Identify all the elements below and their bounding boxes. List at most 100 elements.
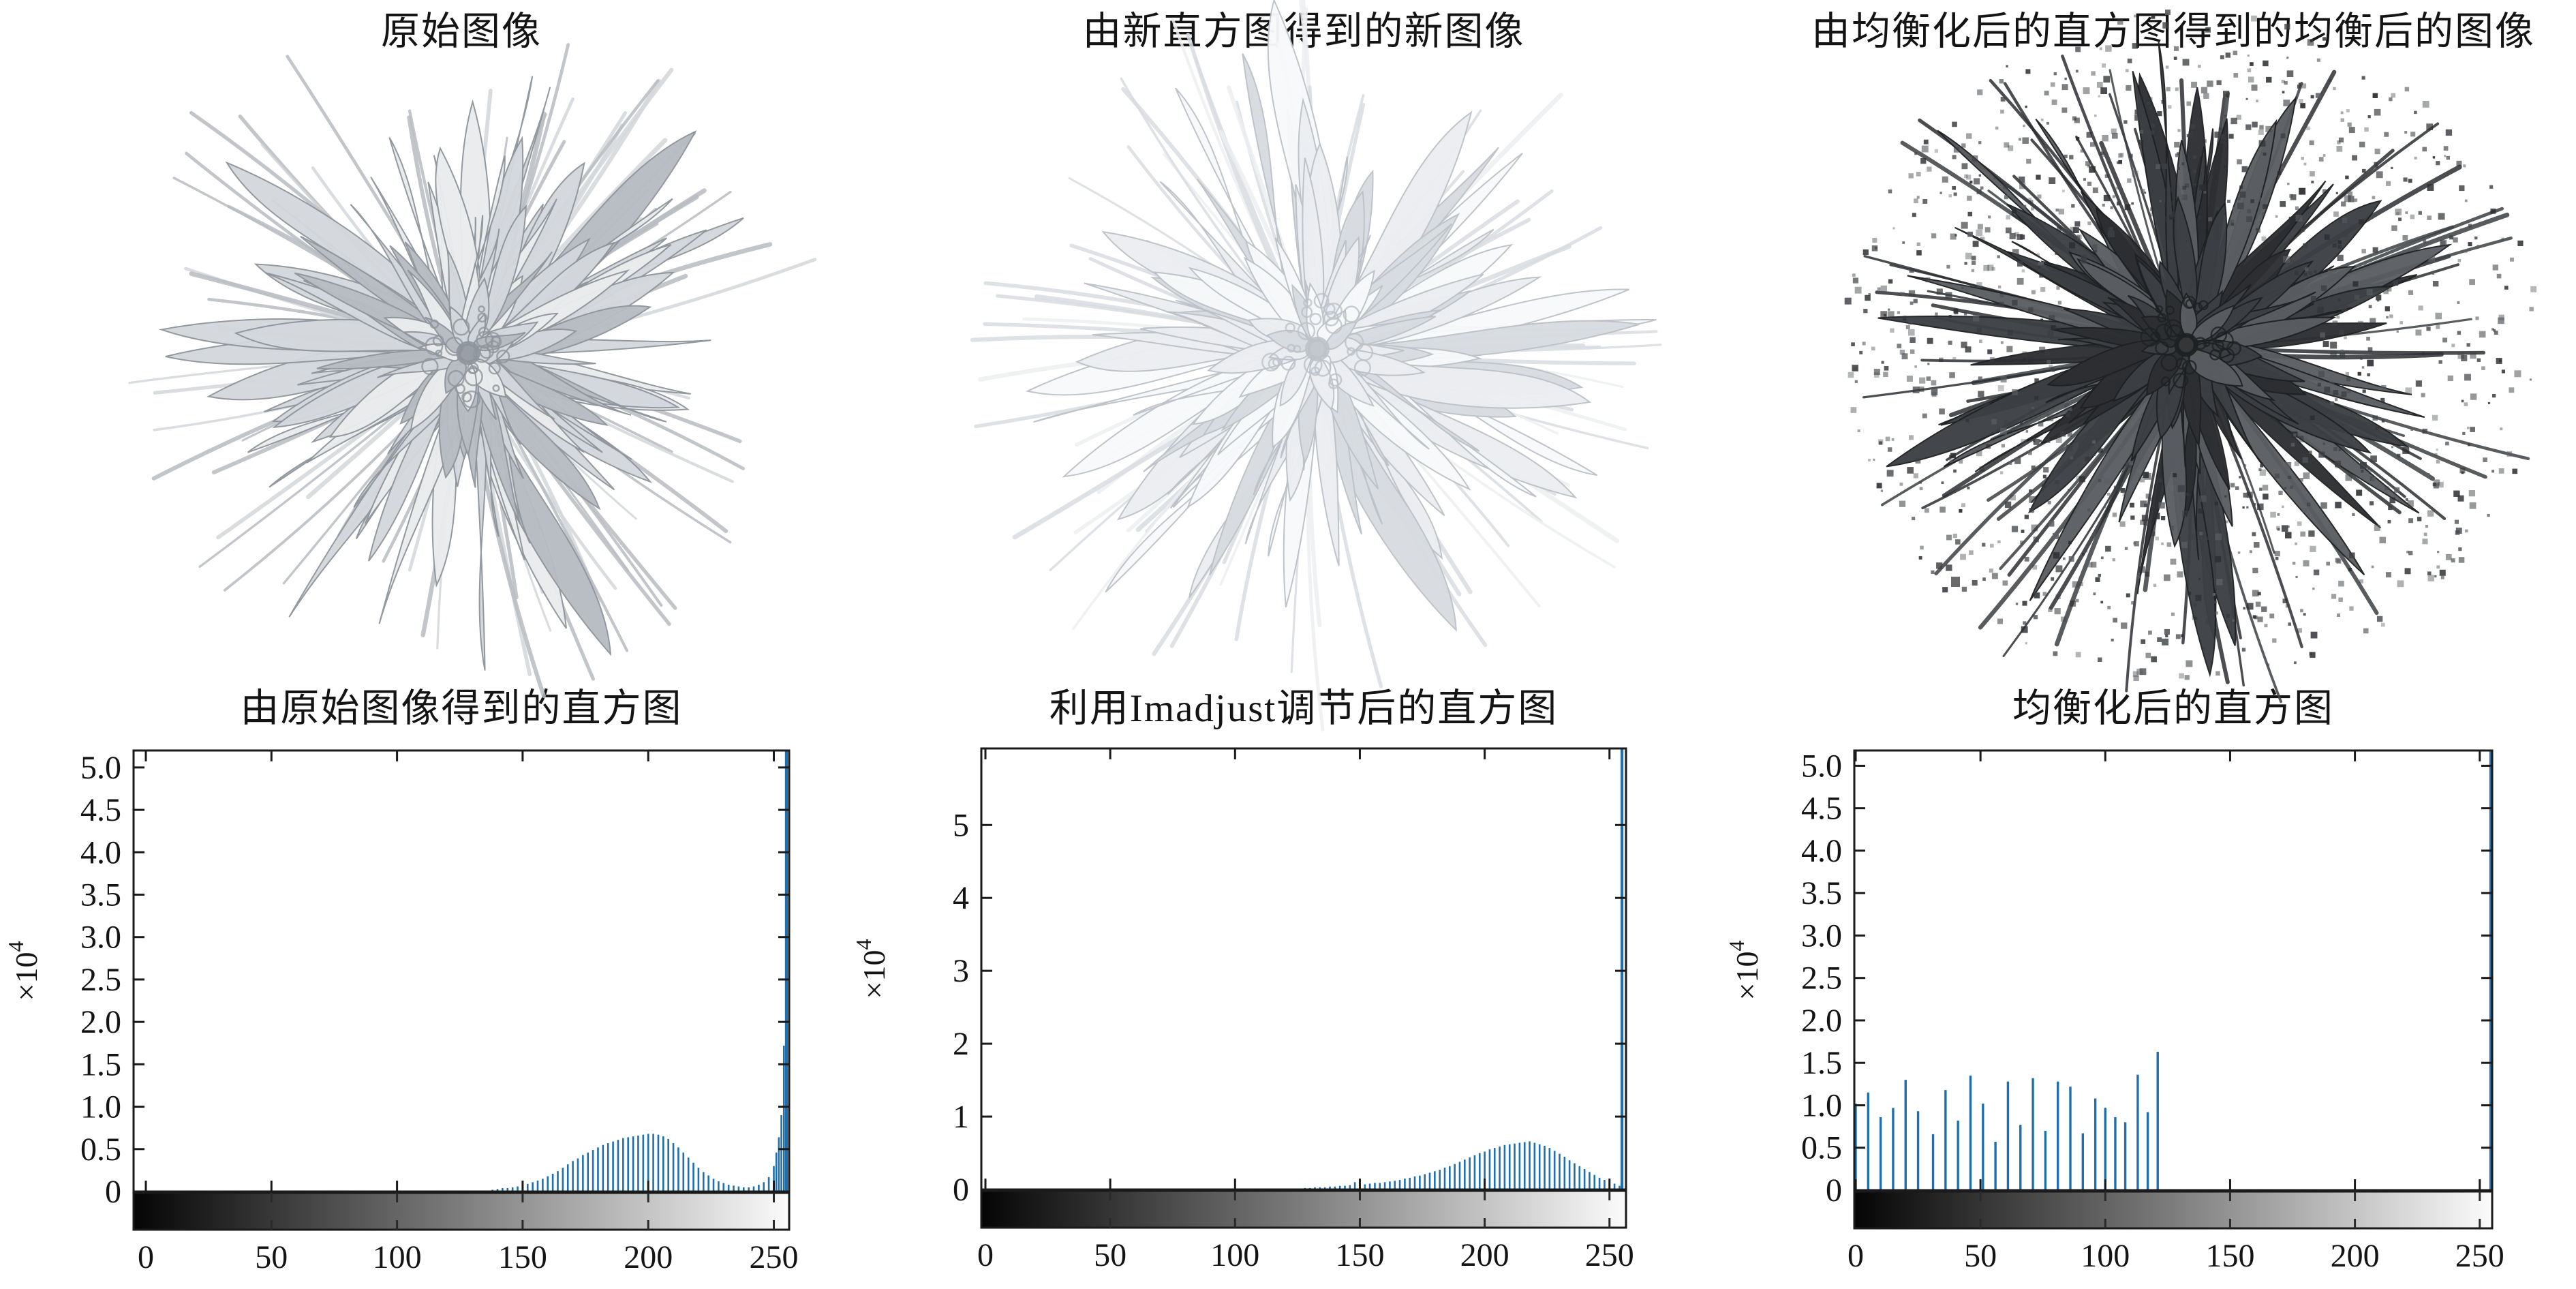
noise-speck — [2115, 186, 2119, 189]
noise-speck — [2362, 389, 2366, 393]
noise-speck — [2461, 354, 2468, 361]
noise-speck — [2363, 262, 2366, 265]
noise-speck — [1899, 482, 1903, 486]
noise-speck — [2102, 135, 2109, 142]
noise-speck — [1922, 198, 1928, 204]
noise-speck — [1922, 413, 1927, 419]
noise-speck — [1989, 357, 1995, 362]
noise-speck — [2290, 485, 2294, 489]
noise-speck — [2372, 247, 2378, 253]
y-tick-label: 4 — [953, 880, 969, 916]
noise-speck — [1961, 286, 1964, 290]
noise-speck — [2137, 575, 2141, 579]
noise-speck — [2188, 592, 2192, 595]
noise-speck — [2272, 638, 2277, 643]
flower-center-curl — [2181, 359, 2197, 375]
noise-speck — [2454, 519, 2459, 524]
flower-center-curl — [496, 349, 510, 364]
noise-speck — [2102, 203, 2105, 207]
noise-speck — [2027, 451, 2032, 455]
noise-speck — [2101, 63, 2106, 68]
noise-speck — [2490, 208, 2496, 214]
noise-speck — [2011, 526, 2019, 532]
noise-speck — [2049, 521, 2055, 527]
noise-speck — [2143, 519, 2150, 526]
noise-speck — [2064, 77, 2067, 80]
noise-speck — [2389, 97, 2393, 102]
noise-speck — [2414, 110, 2417, 115]
noise-speck — [2315, 93, 2321, 98]
noise-speck — [2303, 243, 2308, 249]
noise-speck — [2275, 215, 2278, 218]
noise-speck — [1920, 157, 1927, 164]
noise-speck — [1887, 447, 1892, 452]
noise-speck — [2186, 101, 2192, 106]
noise-speck — [2406, 550, 2409, 553]
noise-speck — [1891, 438, 1895, 441]
noise-speck — [2361, 395, 2365, 400]
y-tick-label: 0.5 — [1801, 1130, 1842, 1166]
noise-speck — [1976, 327, 1982, 333]
noise-speck — [2277, 171, 2282, 175]
noise-speck — [2039, 346, 2046, 353]
noise-speck — [1972, 315, 1980, 322]
noise-speck — [2459, 185, 2465, 192]
noise-speck — [2337, 254, 2344, 262]
noise-speck — [2096, 81, 2103, 88]
noise-speck — [2057, 226, 2061, 232]
noise-speck — [2316, 58, 2320, 62]
flower-center-curl — [1272, 357, 1282, 367]
noise-speck — [1997, 618, 2004, 624]
noise-speck — [2214, 132, 2221, 138]
noise-speck — [2438, 481, 2444, 488]
noise-speck — [2250, 62, 2254, 66]
noise-speck — [1955, 539, 1961, 545]
noise-speck — [2391, 166, 2393, 170]
noise-speck — [1920, 545, 1924, 550]
noise-speck — [1931, 380, 1937, 386]
noise-speck — [1976, 282, 1982, 288]
noise-speck — [2418, 211, 2422, 215]
noise-speck — [1897, 311, 1901, 314]
noise-speck — [2239, 185, 2243, 189]
y-tick-label: 5 — [953, 807, 969, 843]
noise-speck — [2076, 234, 2082, 240]
flower-center-curl — [2203, 339, 2211, 347]
noise-speck — [2483, 457, 2487, 462]
noise-speck — [2029, 200, 2034, 204]
y-tick-label: 2.0 — [80, 1004, 121, 1040]
noise-speck — [2389, 314, 2393, 318]
noise-speck — [2239, 214, 2243, 217]
noise-speck — [2222, 91, 2230, 97]
noise-speck — [2427, 571, 2432, 576]
noise-speck — [2252, 590, 2259, 597]
noise-speck — [2322, 37, 2327, 41]
x-tick-label: 250 — [2455, 1238, 2504, 1274]
noise-speck — [1852, 273, 1856, 277]
noise-speck — [1979, 466, 1985, 472]
noise-speck — [2496, 273, 2502, 279]
noise-speck — [2147, 146, 2150, 149]
noise-speck — [2233, 50, 2238, 56]
noise-speck — [2224, 165, 2227, 168]
noise-speck — [2260, 464, 2264, 468]
noise-speck — [1976, 229, 1983, 237]
noise-speck — [2425, 525, 2429, 528]
noise-speck — [2393, 280, 2399, 286]
noise-speck — [2207, 80, 2213, 87]
noise-speck — [2023, 204, 2027, 209]
noise-speck — [2384, 132, 2389, 137]
noise-speck — [2348, 191, 2353, 196]
noise-speck — [2410, 214, 2415, 219]
noise-speck — [2168, 105, 2172, 109]
noise-speck — [2396, 330, 2399, 333]
noise-speck — [2432, 272, 2435, 275]
noise-speck — [2474, 236, 2478, 240]
noise-speck — [2301, 157, 2304, 160]
noise-speck — [2004, 420, 2009, 425]
noise-speck — [2302, 457, 2308, 463]
noise-speck — [2082, 445, 2089, 452]
noise-speck — [2361, 469, 2364, 473]
flower-center-curl — [2165, 305, 2175, 315]
noise-speck — [2140, 95, 2143, 99]
